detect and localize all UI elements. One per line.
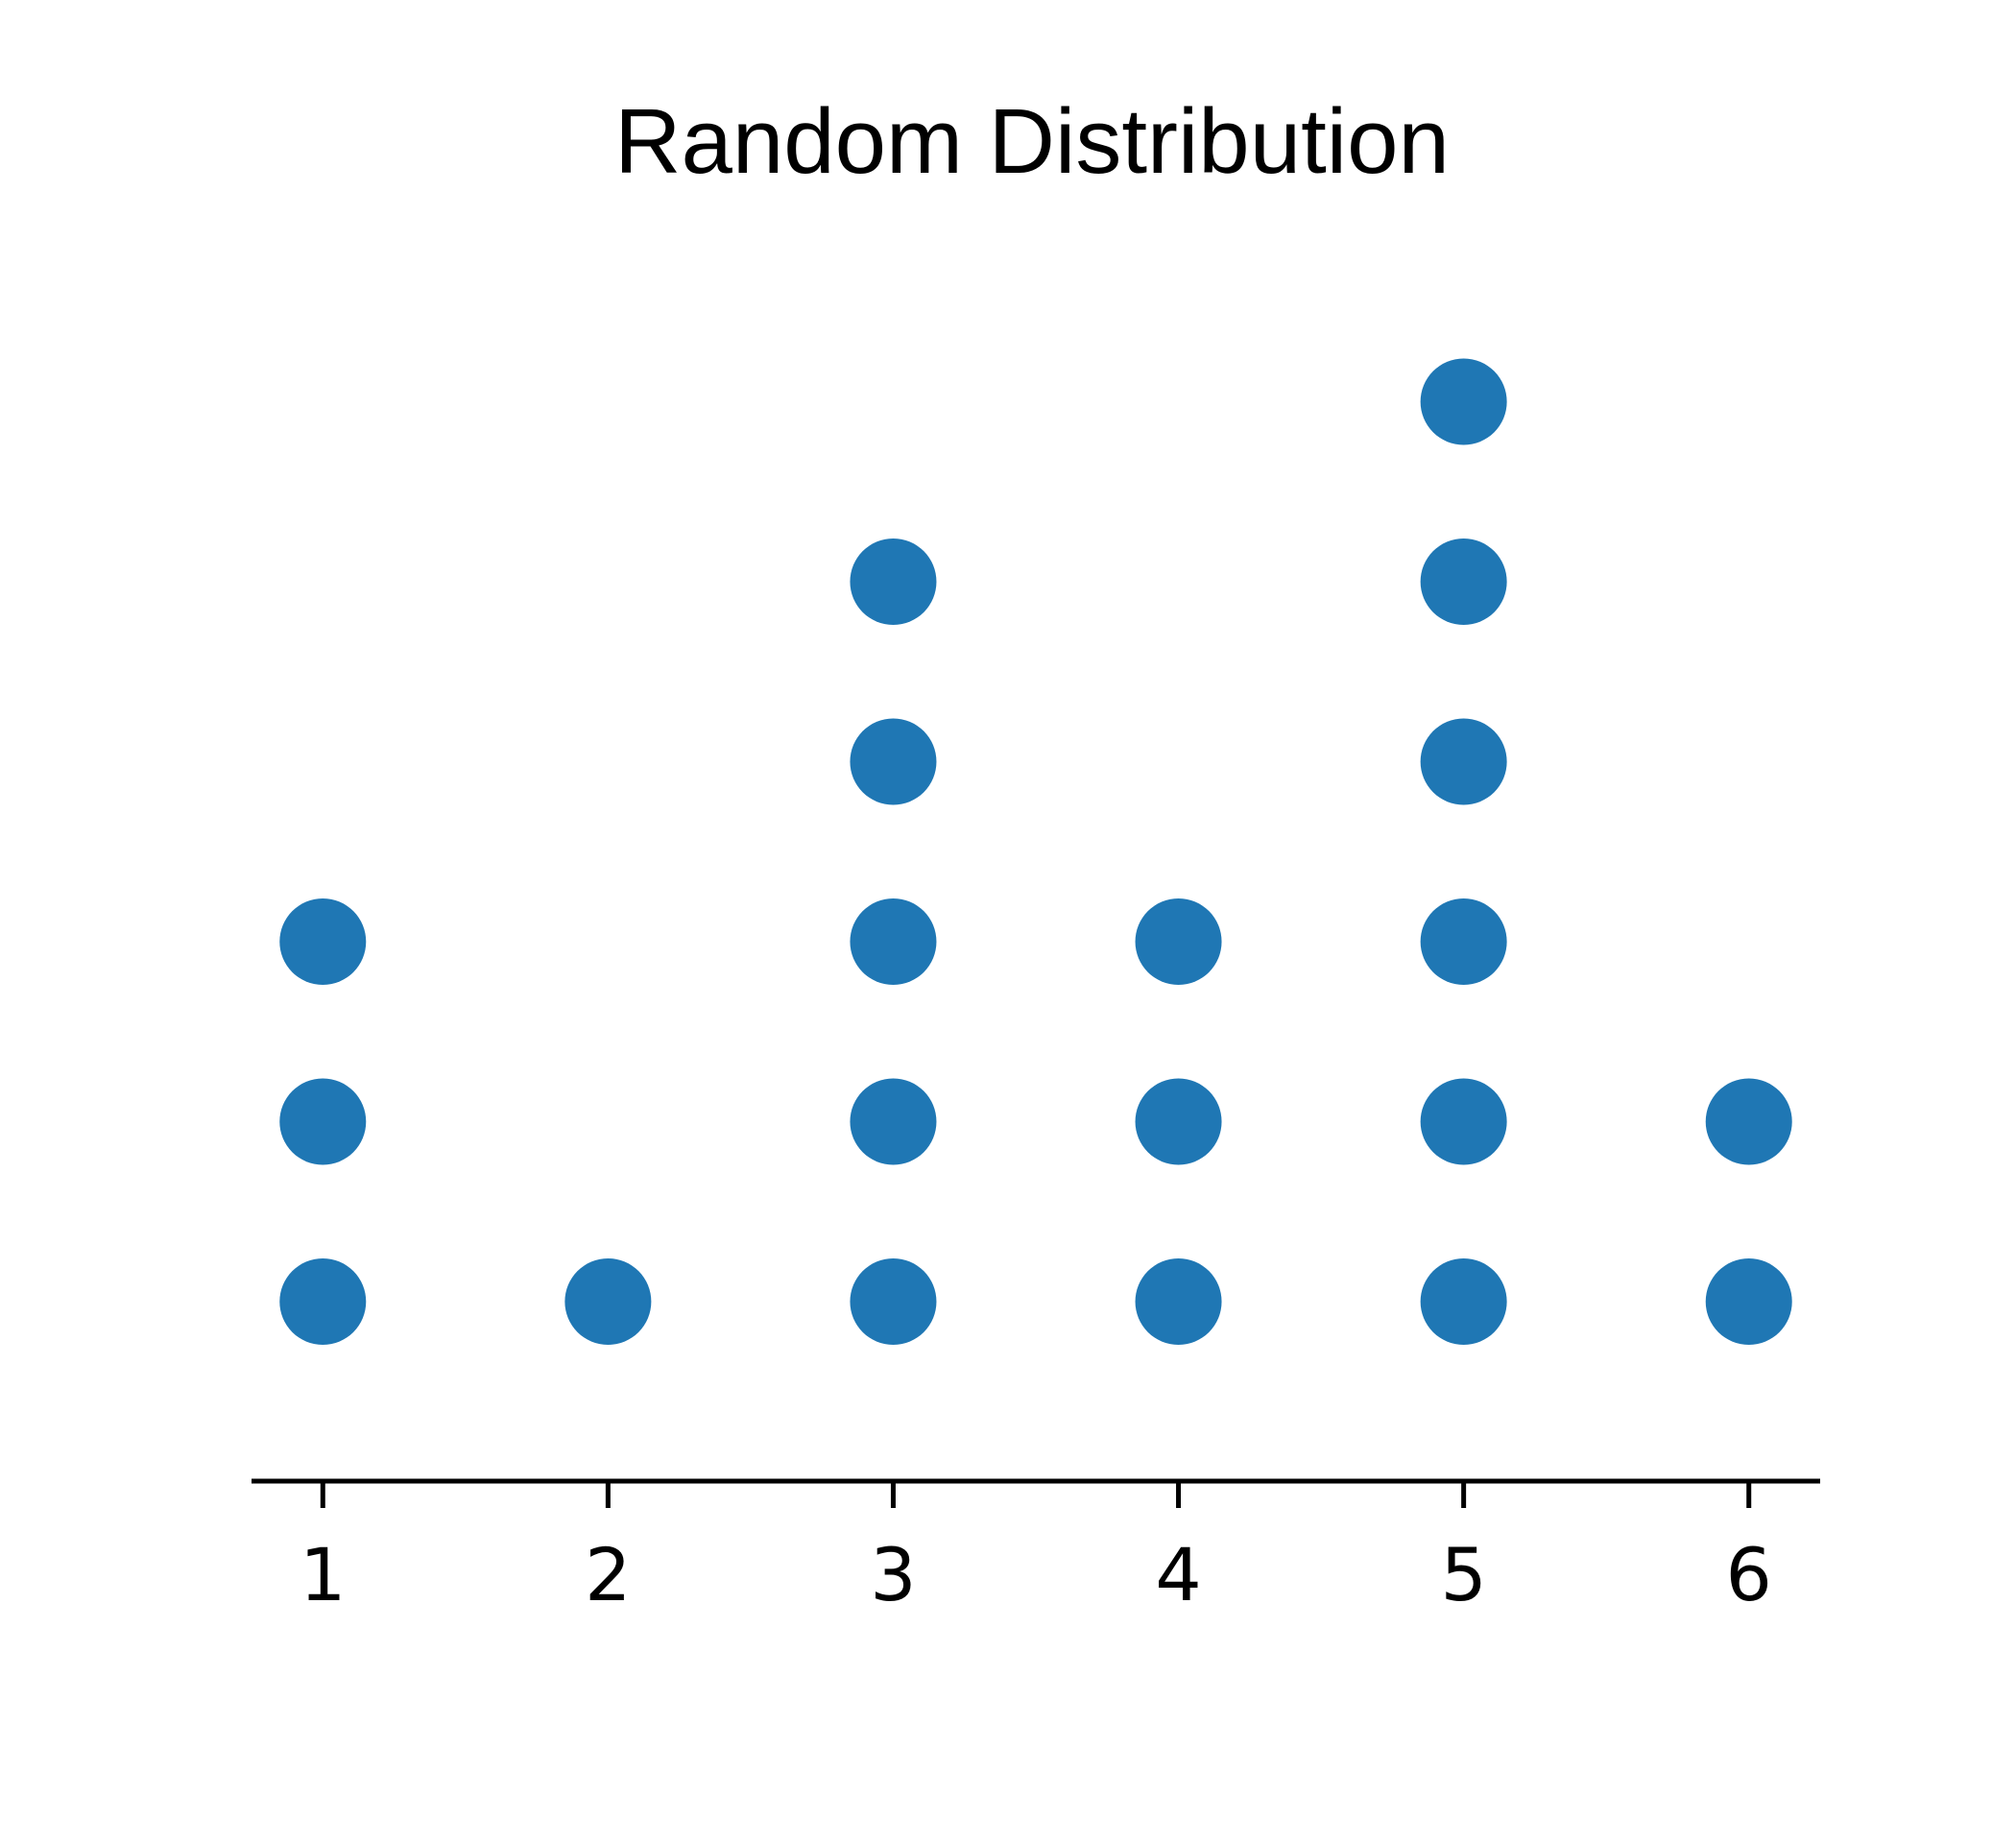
dot-marker: [1420, 539, 1507, 625]
dot-marker: [1705, 1078, 1792, 1165]
x-tick-label: 2: [585, 1532, 631, 1617]
dot-marker: [1420, 1258, 1507, 1345]
dot-marker: [850, 898, 937, 985]
x-tick-label: 1: [300, 1532, 346, 1617]
dot-marker: [850, 539, 937, 625]
x-tick-label: 6: [1726, 1532, 1772, 1617]
dots-layer: [279, 358, 1792, 1345]
x-tick-label: 5: [1440, 1532, 1486, 1617]
dot-marker: [850, 1258, 937, 1345]
dot-marker: [279, 1078, 367, 1165]
dot-marker: [1420, 358, 1507, 445]
dot-marker: [1420, 1078, 1507, 1165]
x-tick-label: 3: [870, 1532, 916, 1617]
chart-title: Random Distribution: [614, 90, 1450, 193]
dot-marker: [850, 718, 937, 805]
dot-marker: [1135, 1078, 1222, 1165]
dot-marker: [279, 898, 367, 985]
dot-marker: [1135, 898, 1222, 985]
dot-marker: [1135, 1258, 1222, 1345]
dot-marker: [1420, 898, 1507, 985]
dot-marker: [850, 1078, 937, 1165]
dot-marker: [564, 1258, 652, 1345]
dot-marker: [1705, 1258, 1792, 1345]
dot-marker: [1420, 718, 1507, 805]
x-tick-label: 4: [1155, 1532, 1201, 1617]
x-axis: 1 2 3 4 5 6: [252, 1478, 1820, 1617]
dot-marker: [279, 1258, 367, 1345]
